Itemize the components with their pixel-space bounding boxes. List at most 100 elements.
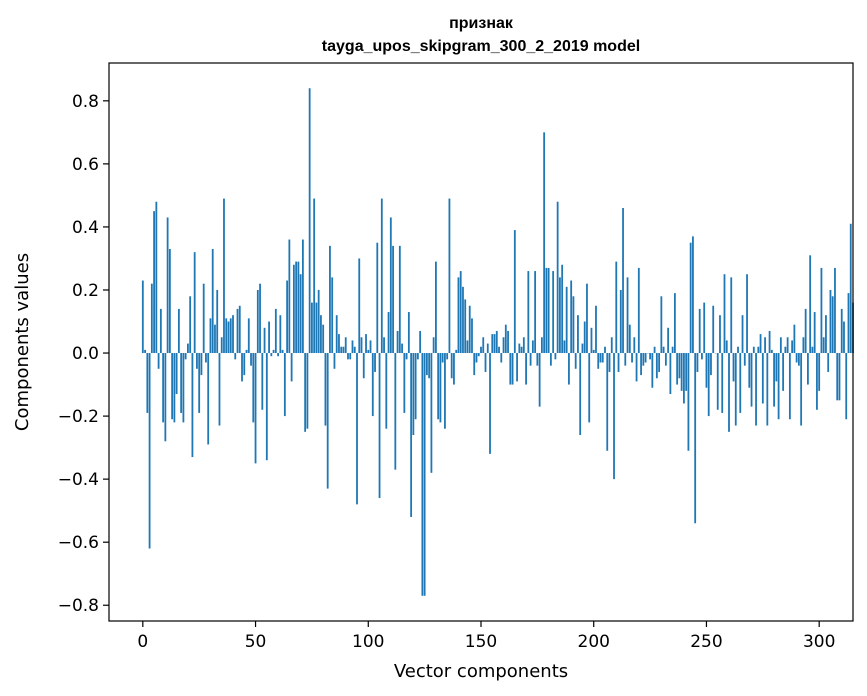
bar-110 [389, 217, 392, 354]
bar-107 [383, 337, 385, 354]
bar-8 [159, 308, 162, 354]
bar-53 [261, 353, 264, 410]
bar-69 [297, 261, 300, 354]
bar-160 [502, 337, 505, 354]
bar-0 [141, 280, 144, 354]
bar-119 [410, 353, 413, 517]
bar-247 [698, 308, 701, 354]
bar-263 [734, 353, 737, 426]
bar-274 [759, 334, 762, 354]
bar-156 [493, 334, 496, 354]
bar-128 [430, 353, 433, 473]
bar-40 [232, 315, 234, 354]
bar-35 [220, 337, 223, 354]
bar-100 [367, 349, 370, 354]
bar-42 [236, 308, 239, 354]
bar-95 [356, 353, 358, 505]
bar-139 [455, 349, 458, 354]
y-tick-label-5: 0.2 [72, 281, 99, 301]
bar-177 [540, 337, 543, 354]
bar-300 [818, 353, 821, 391]
bar-55 [265, 353, 268, 461]
bar-24 [196, 353, 198, 369]
bar-207 [608, 353, 611, 372]
bar-175 [536, 353, 539, 366]
bar-259 [725, 340, 728, 354]
y-axis-label: Components values [12, 253, 33, 431]
bar-25 [198, 353, 201, 413]
bar-235 [671, 346, 674, 354]
bar-276 [764, 337, 766, 354]
bar-38 [227, 321, 230, 354]
bar-54 [263, 327, 266, 354]
bar-252 [710, 353, 712, 376]
bar-257 [721, 353, 724, 413]
bar-19 [184, 353, 187, 360]
bar-193 [577, 315, 579, 354]
bar-58 [272, 349, 275, 354]
bar-87 [338, 334, 340, 354]
bar-105 [378, 353, 381, 499]
bar-202 [597, 353, 600, 369]
bar-5 [153, 211, 155, 354]
bar-188 [565, 286, 568, 354]
bar-171 [527, 271, 530, 354]
bar-31 [211, 249, 214, 354]
bar-233 [667, 327, 670, 354]
bar-77 [315, 302, 318, 354]
bar-152 [484, 353, 487, 372]
bar-52 [259, 283, 261, 354]
bar-13 [171, 353, 174, 420]
bar-313 [847, 293, 850, 354]
bar-192 [574, 353, 577, 369]
bar-83 [329, 245, 331, 354]
bar-197 [586, 283, 588, 354]
bar-191 [572, 296, 575, 354]
bar-234 [669, 353, 672, 395]
bar-64 [286, 280, 289, 354]
bar-104 [376, 242, 379, 354]
bar-140 [457, 277, 460, 354]
bar-101 [369, 340, 372, 354]
bar-272 [755, 353, 757, 426]
bar-102 [371, 353, 374, 417]
bar-92 [349, 353, 352, 360]
bar-59 [274, 308, 277, 354]
bar-236 [673, 293, 676, 354]
bar-311 [843, 321, 845, 354]
bar-121 [414, 353, 417, 420]
bars-group [141, 88, 854, 596]
x-tick-label-150: 150 [465, 632, 497, 652]
bar-287 [788, 353, 791, 420]
bar-109 [387, 312, 390, 354]
bar-242 [687, 353, 690, 451]
y-tick-label-1: −0.6 [58, 533, 99, 553]
bar-129 [432, 337, 435, 354]
bar-196 [583, 321, 586, 354]
bar-230 [660, 296, 663, 354]
bar-232 [664, 353, 667, 366]
bar-271 [752, 346, 755, 354]
bar-148 [475, 353, 478, 363]
bar-122 [416, 353, 419, 360]
bar-34 [218, 353, 221, 426]
y-tick-label-3: −0.2 [58, 407, 99, 427]
bar-186 [561, 264, 564, 354]
bar-157 [495, 330, 498, 354]
bar-255 [716, 353, 719, 410]
x-tick-label-200: 200 [578, 632, 610, 652]
bar-106 [380, 198, 383, 354]
bar-70 [299, 274, 302, 354]
bar-9 [162, 353, 165, 423]
bar-154 [489, 353, 491, 454]
bar-268 [746, 274, 748, 354]
bar-199 [590, 327, 593, 354]
bar-292 [800, 353, 803, 426]
bar-244 [692, 236, 694, 354]
bar-50 [254, 353, 257, 464]
bar-283 [779, 337, 782, 354]
bar-270 [750, 353, 753, 407]
bar-170 [525, 353, 527, 385]
y-tick-label-2: −0.4 [58, 470, 99, 490]
bar-98 [362, 353, 365, 379]
